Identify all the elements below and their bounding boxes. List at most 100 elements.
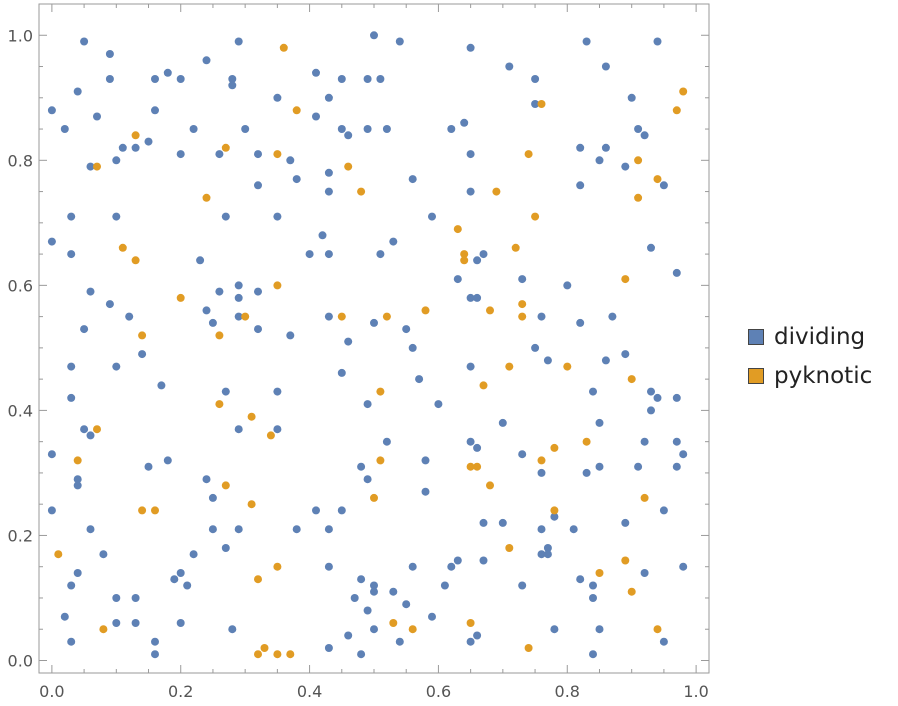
point-dividing <box>473 293 482 302</box>
point-pyknotic <box>337 312 346 321</box>
point-dividing <box>505 62 514 71</box>
point-pyknotic <box>131 131 140 140</box>
point-dividing <box>408 343 417 352</box>
point-dividing <box>241 125 250 133</box>
point-dividing <box>589 581 597 590</box>
point-pyknotic <box>634 156 643 165</box>
point-dividing <box>324 644 333 652</box>
point-dividing <box>163 456 172 465</box>
point-pyknotic <box>93 162 101 171</box>
point-dividing <box>254 325 262 334</box>
point-dividing <box>215 287 224 296</box>
point-dividing <box>672 462 681 471</box>
point-dividing <box>595 156 604 165</box>
point-pyknotic <box>653 625 662 634</box>
point-dividing <box>47 237 56 246</box>
point-pyknotic <box>93 425 101 434</box>
point-dividing <box>537 550 546 559</box>
point-dividing <box>273 425 282 434</box>
point-pyknotic <box>273 562 282 571</box>
point-dividing <box>286 156 295 165</box>
point-pyknotic <box>54 550 63 559</box>
point-dividing <box>47 450 56 459</box>
point-dividing <box>215 150 224 159</box>
point-dividing <box>273 212 282 221</box>
point-dividing <box>498 418 507 427</box>
point-pyknotic <box>215 400 224 409</box>
point-pyknotic <box>492 187 501 196</box>
tick-labels: 0.0 0.0 0.2 0.2 0.4 0.4 0.6 0.6 0.8 0.8 1.0 1.0 <box>8 26 709 701</box>
point-dividing <box>350 594 359 602</box>
point-pyknotic <box>518 312 527 321</box>
point-dividing <box>595 462 604 471</box>
point-dividing <box>157 381 166 390</box>
point-dividing <box>659 506 668 515</box>
point-dividing <box>131 594 140 602</box>
point-dividing <box>176 75 185 83</box>
legend-swatch-pyknotic <box>748 367 764 384</box>
y-tick-label: 0.4 <box>8 401 33 420</box>
point-dividing <box>86 525 95 534</box>
point-dividing <box>621 162 630 171</box>
point-dividing <box>292 525 301 534</box>
y-tick-label: 0.0 <box>8 651 33 670</box>
point-pyknotic <box>273 650 282 659</box>
point-dividing <box>67 212 76 221</box>
plot-frame <box>38 3 710 674</box>
point-dividing <box>679 450 688 459</box>
point-dividing <box>421 487 430 496</box>
point-dividing <box>479 518 488 527</box>
x-tick-label: 1.0 <box>683 682 708 701</box>
point-pyknotic <box>460 256 469 265</box>
point-dividing <box>344 131 353 140</box>
point-pyknotic <box>344 162 353 171</box>
point-pyknotic <box>505 362 514 371</box>
point-dividing <box>582 37 591 46</box>
point-dividing <box>518 275 527 284</box>
point-pyknotic <box>247 412 256 421</box>
point-dividing <box>73 481 82 490</box>
point-pyknotic <box>215 331 224 340</box>
point-dividing <box>234 425 243 434</box>
point-dividing <box>324 168 333 177</box>
point-dividing <box>428 212 436 221</box>
point-dividing <box>402 325 411 334</box>
point-dividing <box>653 37 662 46</box>
point-dividing <box>531 343 540 352</box>
point-dividing <box>363 475 372 484</box>
point-dividing <box>659 637 668 646</box>
point-pyknotic <box>266 431 275 440</box>
point-dividing <box>357 462 366 471</box>
point-dividing <box>80 325 89 334</box>
point-dividing <box>608 312 617 321</box>
point-dividing <box>370 581 378 590</box>
point-pyknotic <box>273 150 282 159</box>
point-dividing <box>337 125 346 133</box>
point-pyknotic <box>563 362 572 371</box>
x-tick-label: 0.0 <box>39 682 64 701</box>
point-pyknotic <box>241 312 250 321</box>
point-pyknotic <box>537 456 546 465</box>
point-pyknotic <box>254 575 262 584</box>
point-dividing <box>543 356 552 365</box>
point-dividing <box>647 406 655 415</box>
point-dividing <box>479 250 488 259</box>
point-dividing <box>151 637 159 646</box>
point-pyknotic <box>466 462 475 471</box>
point-dividing <box>202 306 211 315</box>
point-pyknotic <box>511 243 520 252</box>
point-dividing <box>176 150 185 159</box>
point-dividing <box>221 544 230 552</box>
point-dividing <box>440 581 449 590</box>
point-dividing <box>659 181 668 190</box>
point-dividing <box>312 68 320 77</box>
point-dividing <box>466 187 475 196</box>
point-pyknotic <box>254 650 262 659</box>
point-dividing <box>151 650 159 659</box>
point-dividing <box>601 62 610 71</box>
point-pyknotic <box>621 556 630 565</box>
legend-label-dividing: dividing <box>774 323 866 350</box>
point-dividing <box>389 587 398 596</box>
point-dividing <box>531 100 540 108</box>
point-dividing <box>67 362 76 371</box>
